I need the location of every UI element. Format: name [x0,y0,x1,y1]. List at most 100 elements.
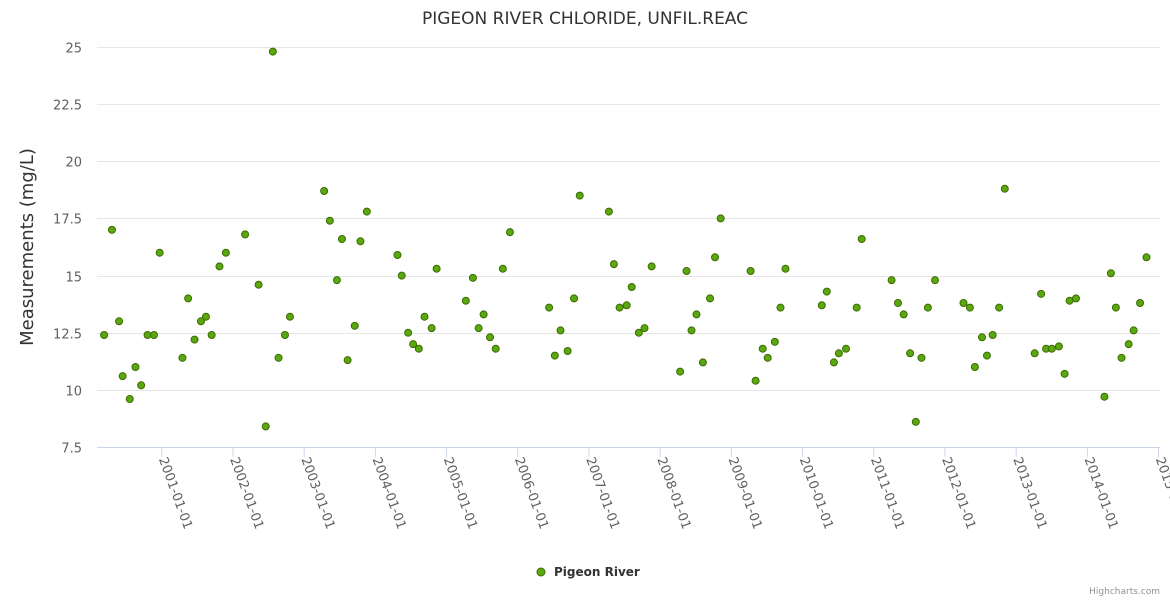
data-point[interactable] [393,251,402,259]
data-point[interactable] [931,276,940,285]
data-point[interactable] [676,367,685,376]
data-point[interactable] [1030,349,1039,358]
data-point[interactable] [100,331,109,339]
data-point[interactable] [545,303,554,312]
data-point[interactable] [155,248,164,257]
data-point[interactable] [575,191,584,200]
data-point[interactable] [274,353,283,362]
data-point[interactable] [852,303,861,312]
data-point[interactable] [978,333,987,342]
data-point[interactable] [285,312,294,321]
data-point[interactable] [609,260,618,269]
data-point[interactable] [716,214,725,223]
data-point[interactable] [320,187,329,195]
data-point[interactable] [687,326,696,335]
data-point[interactable] [982,351,991,360]
data-point[interactable] [970,363,979,371]
data-point[interactable] [420,312,429,321]
data-point[interactable] [332,276,341,285]
data-point[interactable] [1117,353,1126,362]
data-point[interactable] [842,344,851,353]
data-point[interactable] [906,349,915,358]
data-point[interactable] [149,331,158,339]
data-point[interactable] [887,276,896,285]
data-point[interactable] [432,264,441,273]
data-point[interactable] [190,335,199,344]
data-point[interactable] [397,271,406,280]
data-point[interactable] [758,344,767,353]
data-point[interactable] [118,372,127,381]
data-point[interactable] [959,299,968,307]
data-point[interactable] [505,228,514,237]
data-point[interactable] [711,253,720,262]
data-point[interactable] [1142,253,1151,262]
data-point[interactable] [706,294,715,303]
data-point[interactable] [356,237,365,246]
data-point[interactable] [682,267,691,275]
data-point[interactable] [834,349,843,358]
data-point[interactable] [622,301,631,310]
data-point[interactable] [893,299,902,307]
data-point[interactable] [137,381,146,390]
data-point[interactable] [615,303,624,312]
data-point[interactable] [362,207,371,216]
data-point[interactable] [604,207,613,216]
data-point[interactable] [343,356,352,365]
data-point[interactable] [427,324,436,333]
data-point[interactable] [1111,303,1120,312]
data-point[interactable] [409,340,418,349]
data-point[interactable] [763,353,772,362]
data-point[interactable] [337,235,346,243]
data-point[interactable] [1047,344,1056,353]
data-point[interactable] [692,310,701,319]
data-point[interactable] [196,317,205,326]
data-point[interactable] [917,353,926,362]
data-point[interactable] [184,294,193,303]
data-point[interactable] [817,301,826,310]
data-point[interactable] [698,358,707,367]
data-point[interactable] [965,303,974,312]
data-point[interactable] [988,331,997,339]
data-point[interactable] [1071,294,1080,303]
data-point[interactable] [822,287,831,296]
data-point[interactable] [474,324,483,333]
data-point[interactable] [414,344,423,353]
data-point[interactable] [115,317,124,326]
data-point[interactable] [207,331,216,339]
data-point[interactable] [1100,392,1109,401]
data-point[interactable] [1136,299,1145,307]
data-point[interactable] [556,326,565,335]
data-point[interactable] [268,47,277,56]
data-point[interactable] [634,328,643,337]
data-point[interactable] [563,347,572,355]
data-point[interactable] [325,216,334,225]
credits-link[interactable]: Highcharts.com [1089,587,1160,597]
data-point[interactable] [280,331,289,339]
data-point[interactable] [570,294,579,303]
data-point[interactable] [201,312,210,321]
data-point[interactable] [461,296,470,305]
data-point[interactable] [899,310,908,319]
data-point[interactable] [107,225,116,234]
data-point[interactable] [178,353,187,362]
data-point[interactable] [751,376,760,385]
data-point[interactable] [131,363,140,371]
data-point[interactable] [1000,184,1009,193]
data-point[interactable] [1106,269,1115,278]
data-point[interactable] [254,280,263,289]
data-point[interactable] [1054,342,1063,351]
data-point[interactable] [215,262,224,271]
data-point[interactable] [479,310,488,319]
data-point[interactable] [781,264,790,273]
data-point[interactable] [776,303,785,312]
data-point[interactable] [1129,326,1138,335]
data-point[interactable] [550,351,559,360]
data-point[interactable] [261,422,270,431]
data-point[interactable] [857,235,866,243]
data-point[interactable] [241,230,250,239]
data-point[interactable] [1060,369,1069,378]
data-point[interactable] [770,337,779,346]
data-point[interactable] [491,344,500,353]
data-point[interactable] [498,264,507,273]
data-point[interactable] [1037,289,1046,298]
